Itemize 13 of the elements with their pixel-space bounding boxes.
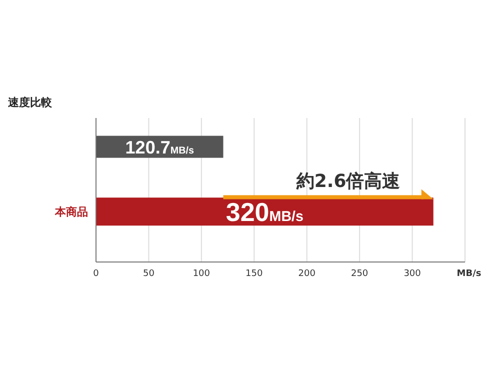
x-tick-label: 250 (350, 269, 368, 279)
x-tick-label: 100 (192, 269, 210, 279)
x-tick-label: 50 (142, 269, 155, 279)
x-tick-label: 0 (93, 269, 100, 279)
data-label: 320MB/s (226, 196, 304, 227)
annotation: 約2.6倍高速 (295, 171, 400, 192)
x-tick-label: 300 (404, 269, 422, 279)
x-tick-label: 200 (298, 269, 316, 279)
y-tick-label: 本商品 (54, 206, 88, 219)
chart-title: 速度比較 (7, 96, 53, 109)
x-tick-label: 150 (246, 269, 263, 279)
x-axis-title: MB/s (456, 269, 482, 279)
data-label: 120.7MB/s (125, 137, 194, 158)
